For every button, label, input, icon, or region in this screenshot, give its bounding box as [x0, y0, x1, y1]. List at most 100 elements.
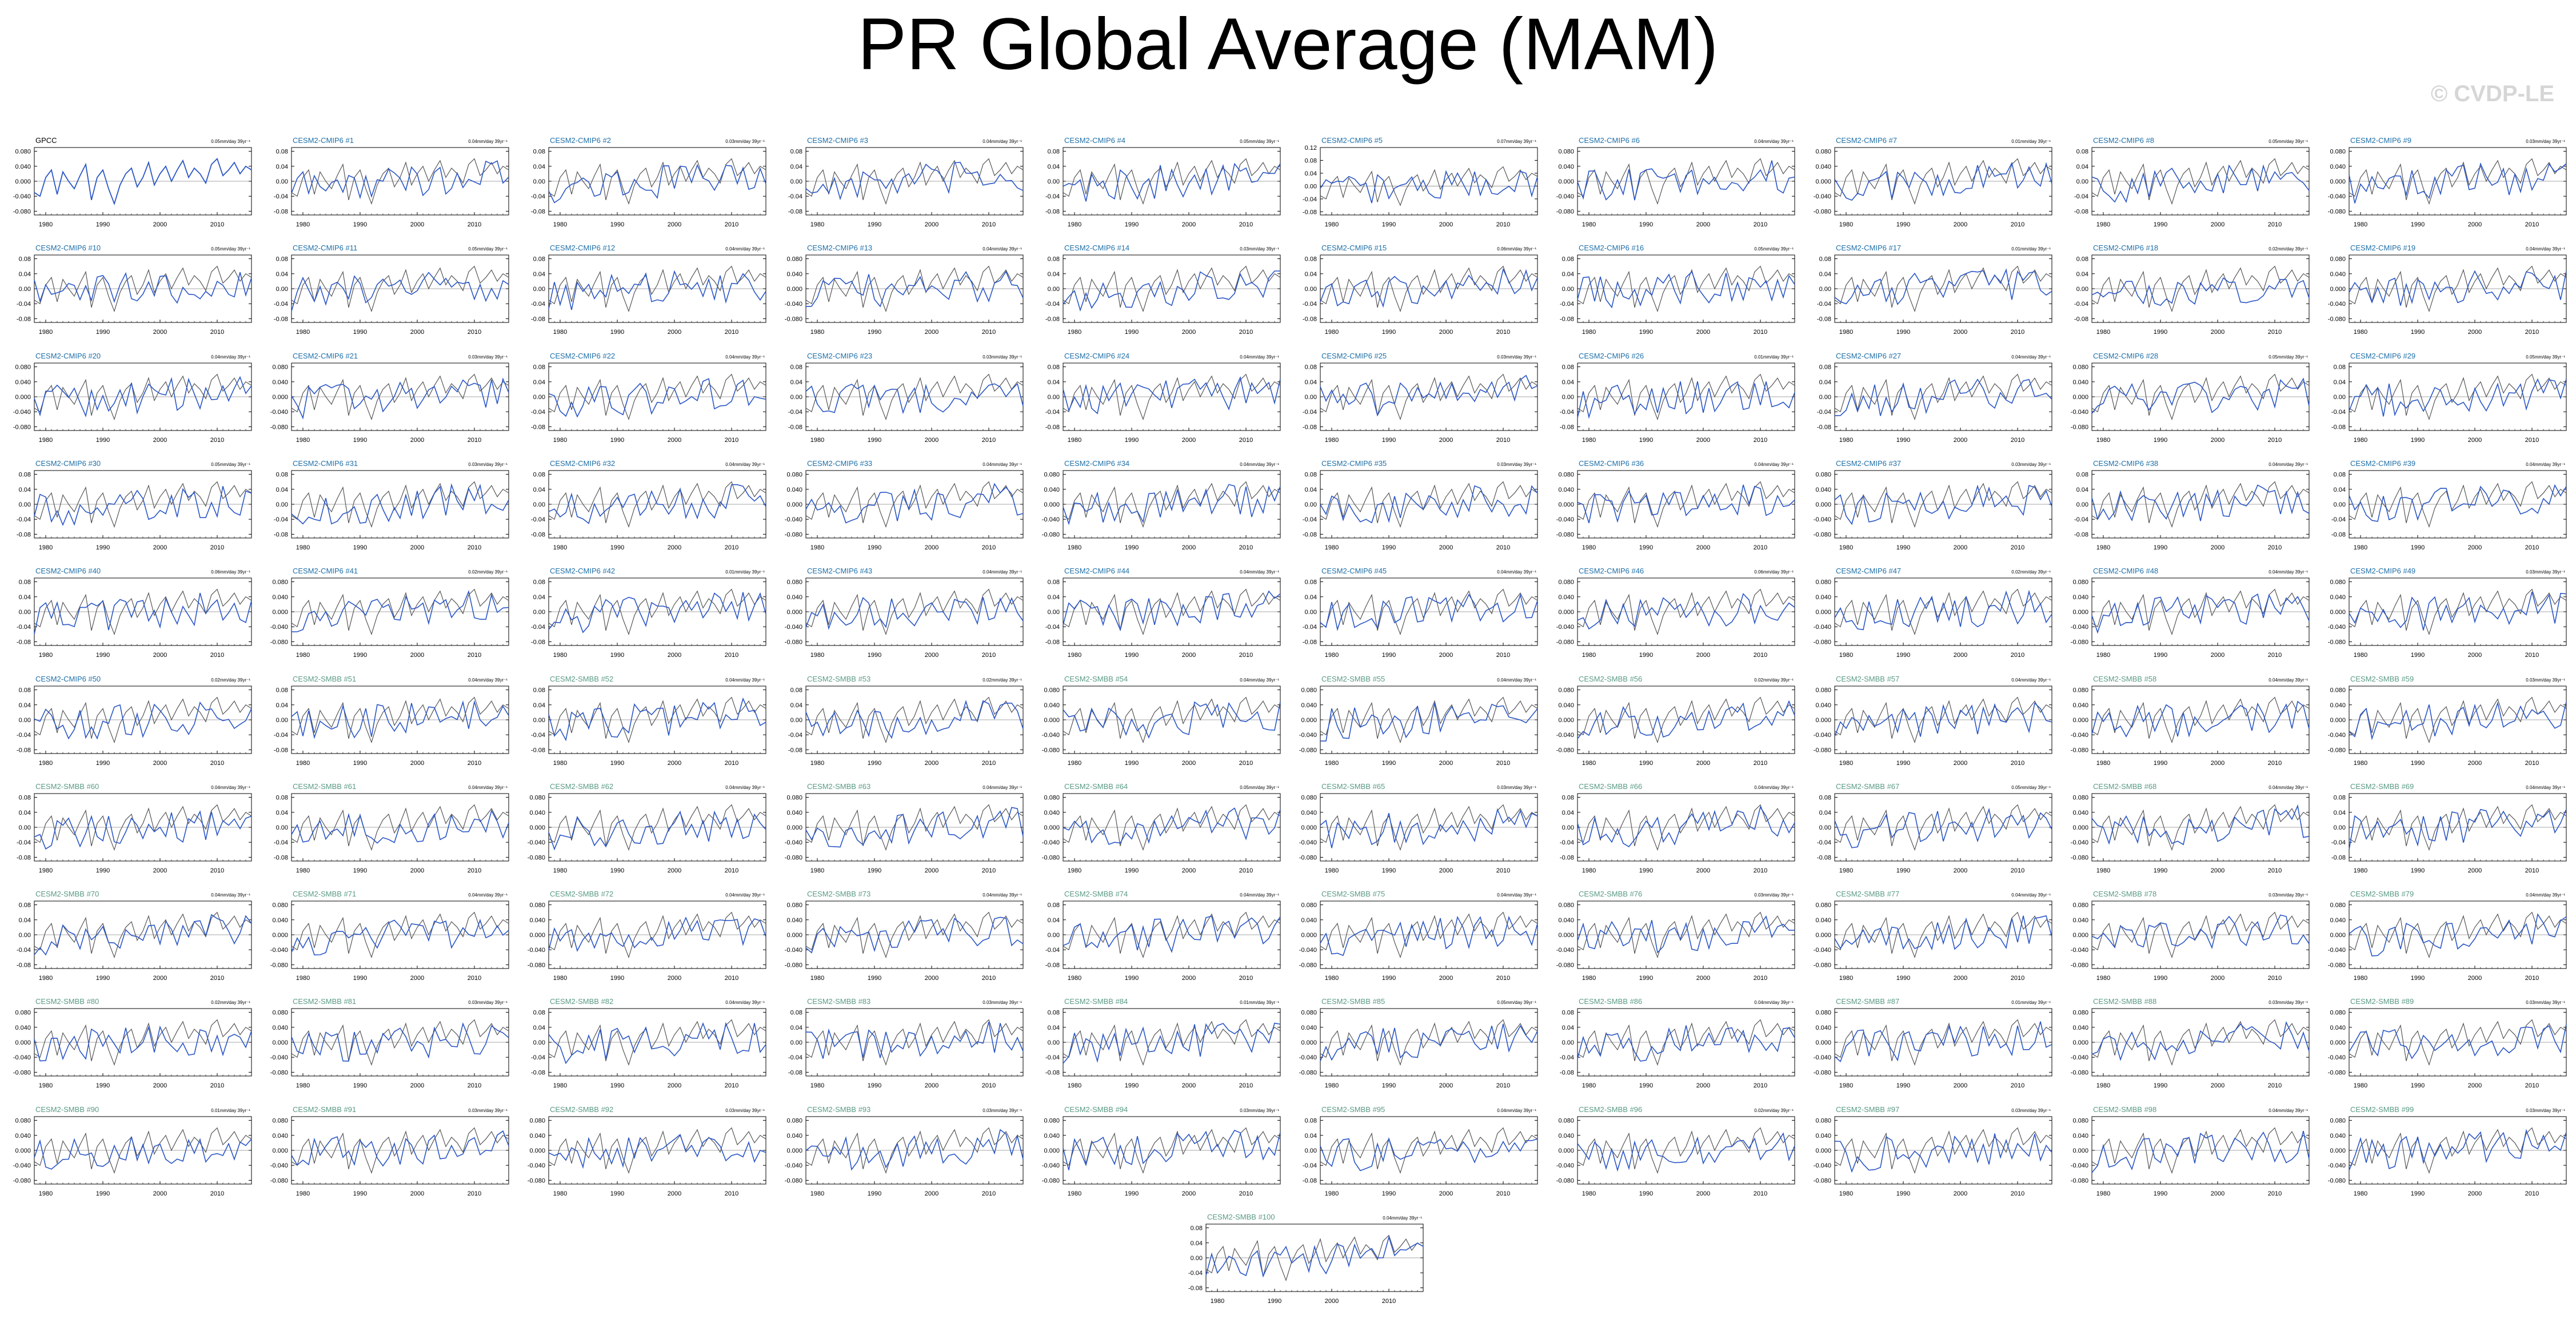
y-tick-label: 0.000: [1558, 501, 1574, 508]
panel-title: CESM2-CMIP6 #10: [35, 244, 101, 252]
obs-reference-line: [34, 265, 252, 313]
panel-title: CESM2-CMIP6 #34: [1064, 459, 1129, 468]
x-tick-label: 2010: [2011, 329, 2024, 336]
x-tick-label: 1990: [1382, 329, 1396, 336]
y-tick-label: -0.040: [270, 947, 288, 954]
panel-2: CESM2-CMIP6 #1 0.04mm/day 39yr⁻¹ 0.08 0.04 0…: [274, 136, 509, 228]
panel-trend-label: 0.04mm/day 39yr⁻¹: [1240, 678, 1279, 683]
y-tick-label: 0.000: [2330, 286, 2346, 293]
x-tick-label: 1980: [1068, 760, 1081, 767]
x-tick-label: 2000: [153, 221, 167, 228]
panel-title: CESM2-SMBB #56: [1579, 675, 1642, 683]
y-tick-label: -0.08: [17, 639, 31, 646]
panel-title: CESM2-CMIP6 #35: [1321, 459, 1387, 468]
x-tick-label: 2010: [1754, 221, 1767, 228]
y-tick-label: 0.000: [529, 824, 545, 831]
x-tick-label: 2010: [2268, 544, 2282, 551]
panel-70: CESM2-SMBB #69 0.04mm/day 39yr⁻¹ 0.08 0.04 0…: [2331, 782, 2567, 874]
model-series-line: [805, 483, 1024, 524]
panel-trend-label: 0.03mm/day 39yr⁻¹: [2526, 569, 2565, 575]
model-series-line: [1834, 378, 2052, 416]
x-tick-label: 2000: [1439, 975, 1453, 982]
panel-28: CESM2-CMIP6 #27 0.04mm/day 39yr⁻¹ 0.08 0.04…: [1817, 352, 2052, 444]
y-tick-label: -0.040: [2328, 193, 2346, 200]
panel-18: CESM2-CMIP6 #17 0.01mm/day 39yr⁻¹ 0.08 0.04…: [1817, 244, 2052, 336]
panel-trend-label: 0.03mm/day 39yr⁻¹: [983, 354, 1022, 360]
y-tick-label: -0.040: [785, 301, 802, 308]
panel-title: CESM2-CMIP6 #20: [35, 352, 101, 360]
y-tick-label: -0.08: [1303, 316, 1317, 323]
panel-title: CESM2-CMIP6 #22: [550, 352, 615, 360]
y-tick-label: -0.080: [2328, 747, 2346, 754]
y-tick-label: 0.040: [2330, 594, 2346, 601]
y-tick-label: 0.080: [2072, 364, 2088, 370]
y-tick-label: -0.04: [17, 732, 31, 739]
panel-6: CESM2-CMIP6 #5 0.07mm/day 39yr⁻¹ 0.12 0.08 0…: [1303, 136, 1538, 228]
x-tick-label: 2010: [2268, 221, 2282, 228]
y-tick-label: -0.040: [1556, 193, 1574, 200]
y-tick-label: 0.040: [1558, 164, 1574, 170]
x-tick-label: 2010: [725, 760, 738, 767]
x-tick-label: 2010: [468, 975, 481, 982]
x-tick-label: 2010: [1496, 544, 1510, 551]
y-tick-label: 0.040: [786, 271, 802, 278]
x-tick-label: 1980: [39, 329, 53, 336]
panel-26: CESM2-CMIP6 #25 0.03mm/day 39yr⁻¹ 0.08 0.04…: [1303, 352, 1538, 444]
y-tick-label: 0.04: [1819, 810, 1831, 816]
panel-title: CESM2-CMIP6 #50: [35, 675, 101, 683]
model-series-line: [1063, 270, 1280, 312]
model-series-line: [1063, 701, 1281, 739]
x-tick-label: 1990: [1382, 544, 1396, 551]
obs-reference-line: [1577, 158, 1795, 205]
x-tick-label: 1990: [1896, 329, 1910, 336]
panel-trend-label: 0.04mm/day 39yr⁻¹: [2526, 246, 2565, 252]
y-tick-label: 0.000: [1815, 178, 1831, 185]
y-tick-label: 0.00: [2076, 501, 2088, 508]
y-tick-label: 0.04: [2334, 810, 2346, 816]
y-tick-label: 0.08: [1048, 902, 1060, 909]
y-tick-label: 0.08: [790, 687, 802, 694]
x-tick-label: 2010: [468, 221, 481, 228]
obs-reference-line: [548, 804, 766, 851]
x-tick-label: 1990: [1382, 652, 1396, 659]
y-tick-label: 0.08: [1819, 256, 1831, 263]
y-tick-label: 0.04: [276, 702, 288, 708]
model-series-line: [34, 593, 252, 635]
x-tick-label: 2000: [1696, 544, 1710, 551]
panel-title: CESM2-CMIP6 #30: [35, 459, 101, 468]
panel-title: CESM2-CMIP6 #37: [1836, 459, 1901, 468]
panel-title: CESM2-SMBB #73: [807, 890, 870, 898]
x-tick-label: 2010: [1239, 975, 1253, 982]
model-series-line: [1063, 376, 1281, 415]
y-tick-label: 0.040: [1044, 487, 1060, 493]
y-tick-label: -0.04: [1045, 193, 1060, 200]
model-series-line: [1834, 807, 2052, 848]
x-tick-label: 2010: [2525, 652, 2539, 659]
y-tick-label: 0.000: [786, 824, 802, 831]
panel-53: CESM2-SMBB #52 0.04mm/day 39yr⁻¹ 0.08 0.04 0…: [531, 675, 766, 767]
panel-trend-label: 0.04mm/day 39yr⁻¹: [2269, 569, 2308, 575]
x-tick-label: 2000: [925, 329, 938, 336]
y-tick-label: 0.040: [272, 917, 288, 924]
y-tick-label: -0.08: [1817, 854, 1831, 861]
model-series-line: [2091, 484, 2310, 521]
panel-trend-label: 0.04mm/day 39yr⁻¹: [725, 354, 765, 360]
obs-reference-line: [1577, 696, 1795, 743]
obs-reference-line: [2091, 265, 2310, 313]
x-tick-label: 2010: [2268, 867, 2282, 874]
y-tick-label: 0.08: [276, 687, 288, 694]
panel-49: CESM2-CMIP6 #48 0.04mm/day 39yr⁻¹ 0.080 0.0…: [2071, 567, 2310, 659]
panel-74: CESM2-SMBB #73 0.04mm/day 39yr⁻¹ 0.080 0.04…: [785, 890, 1024, 982]
panel-trend-label: 0.04mm/day 39yr⁻¹: [2011, 354, 2051, 360]
x-tick-label: 2000: [1954, 760, 1967, 767]
y-tick-label: 0.080: [1815, 471, 1831, 478]
x-tick-label: 2000: [1439, 867, 1453, 874]
panel-trend-label: 0.04mm/day 39yr⁻¹: [725, 246, 765, 252]
model-series-line: [1320, 268, 1538, 308]
x-tick-label: 1980: [553, 867, 567, 874]
model-series-line: [2091, 377, 2310, 414]
panel-36: CESM2-CMIP6 #35 0.03mm/day 39yr⁻¹ 0.08 0.04…: [1303, 459, 1538, 551]
y-tick-label: -0.04: [1817, 839, 1831, 846]
obs-reference-line: [1577, 265, 1795, 313]
obs-reference-line: [2349, 158, 2567, 205]
